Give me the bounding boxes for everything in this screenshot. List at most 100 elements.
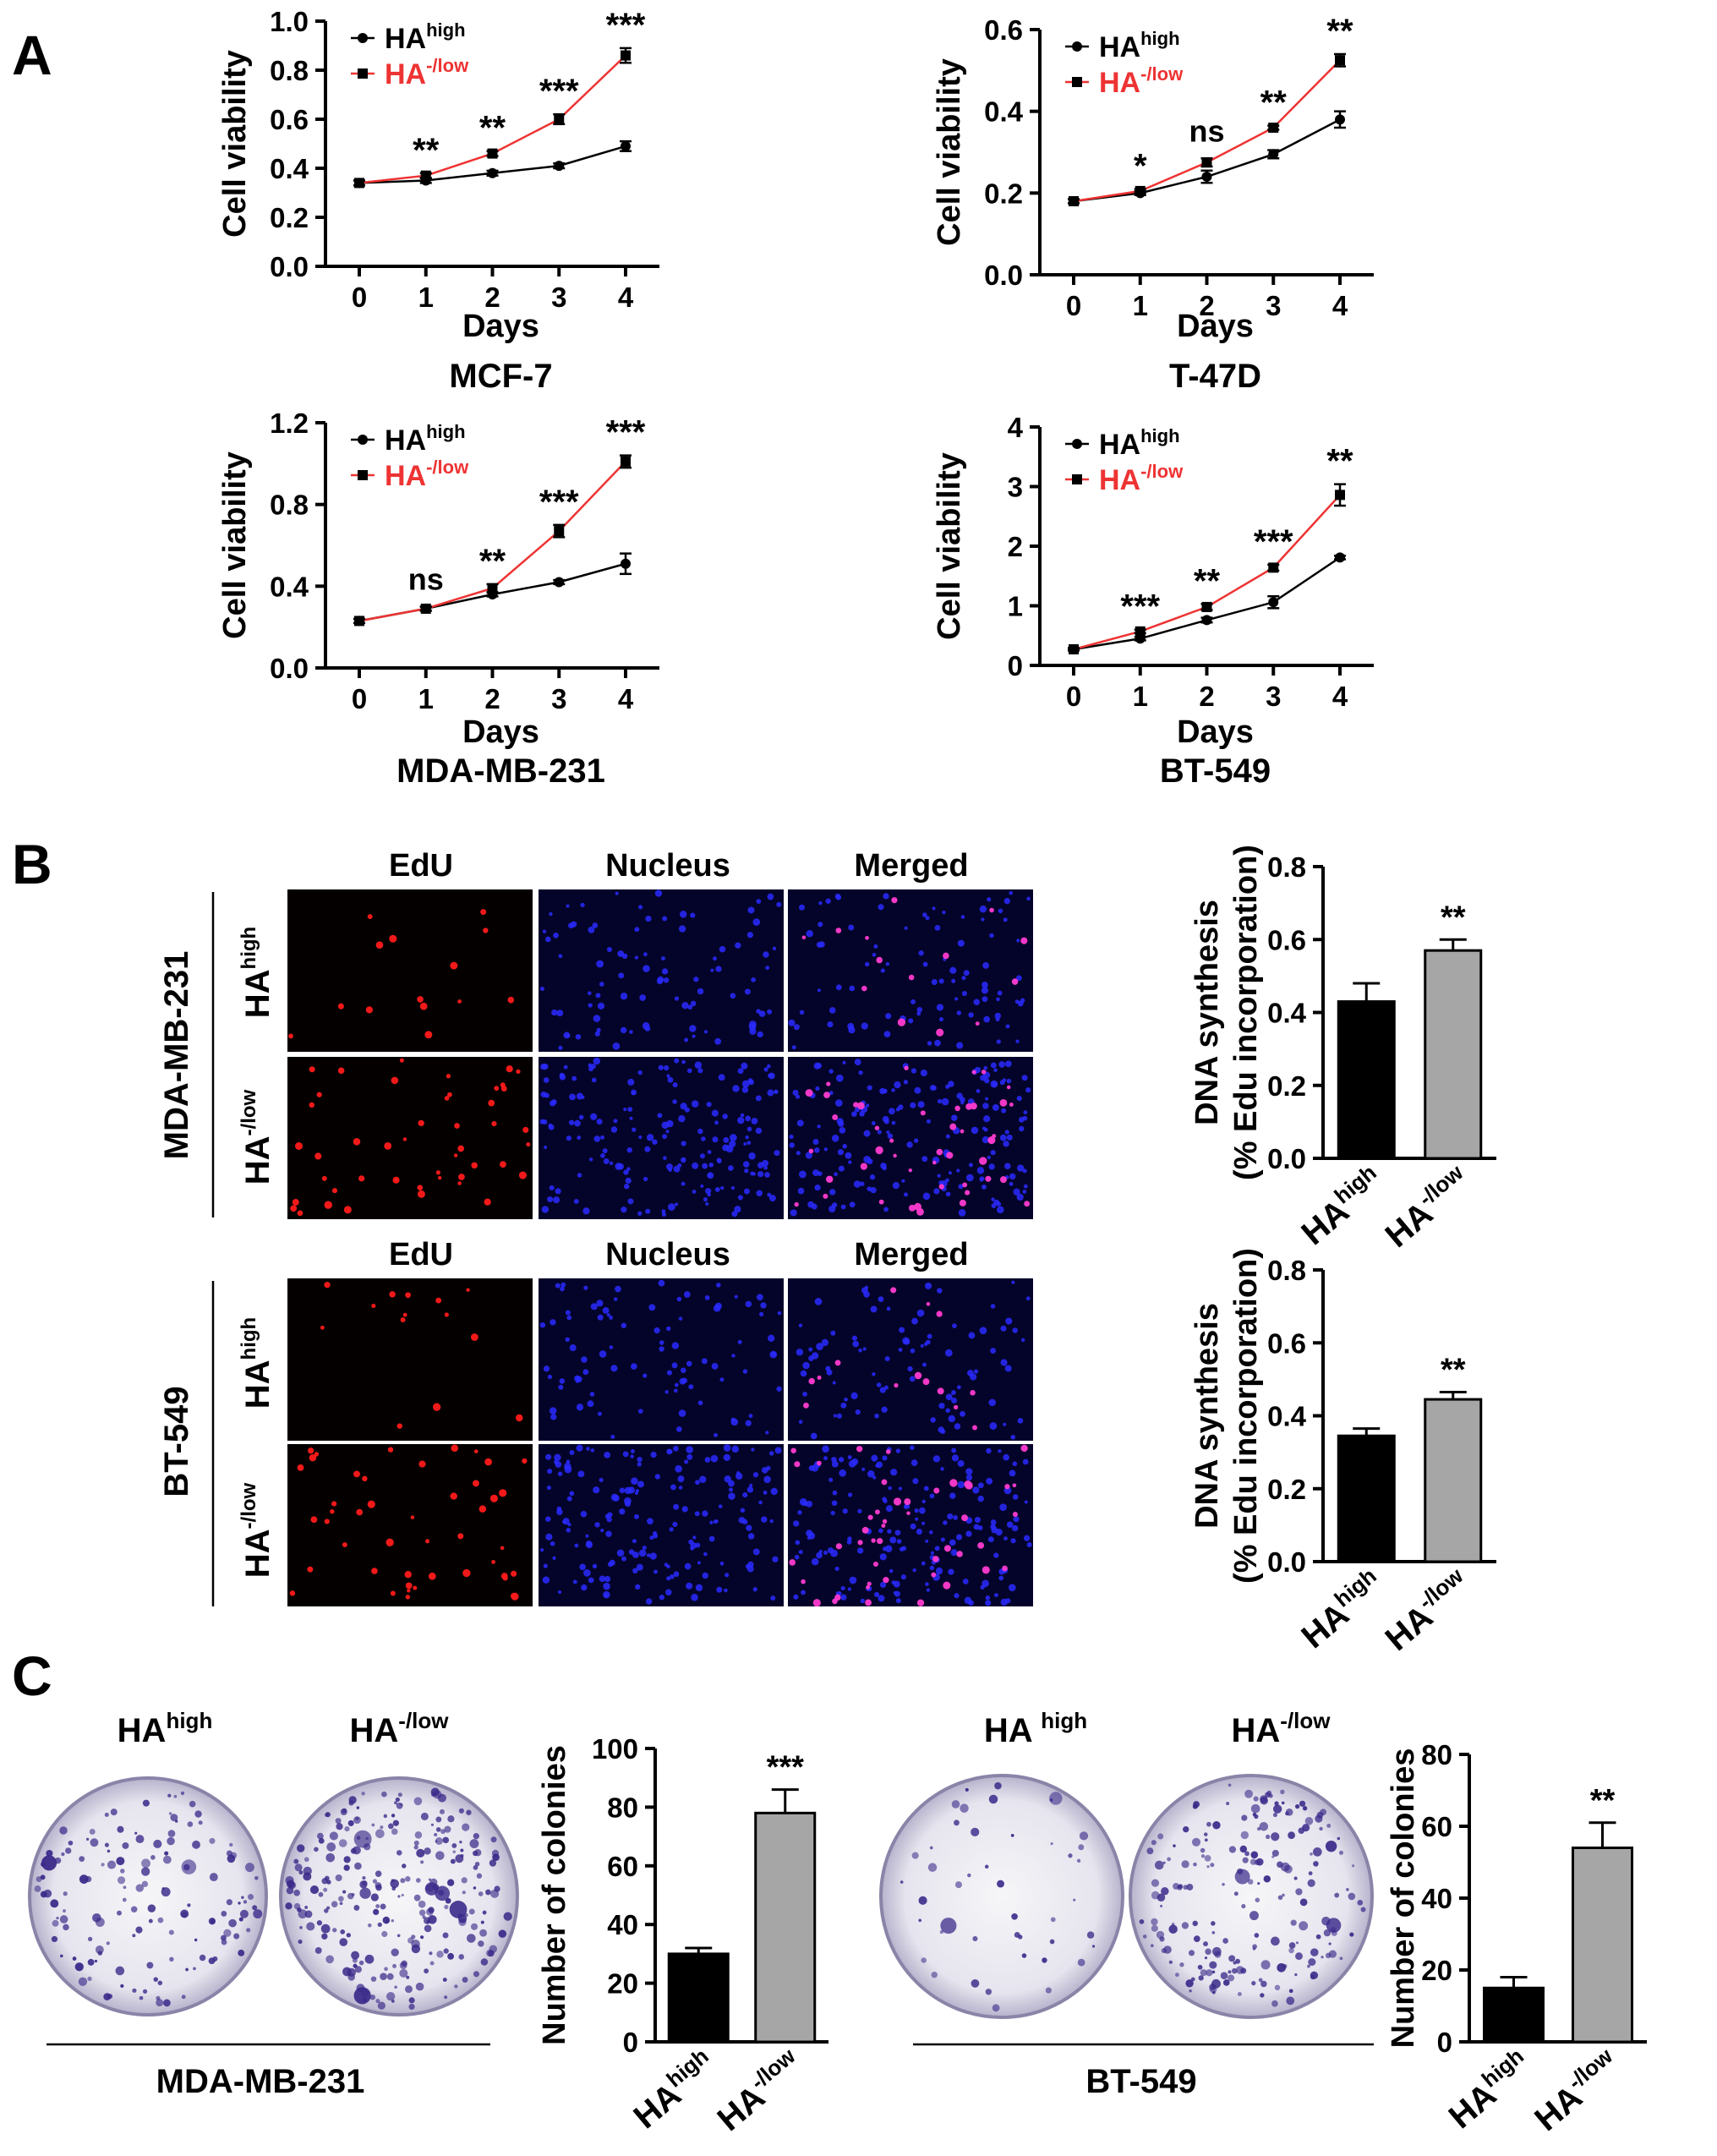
bar-high — [1337, 1000, 1396, 1160]
cell-line-label-mda: MDA-MB-231 — [158, 951, 195, 1160]
y-tick-label: 0.6 — [270, 104, 309, 135]
data-point-low — [1335, 490, 1345, 501]
y-tick-label: 0.8 — [270, 55, 309, 86]
y-tick-label: 40 — [1421, 1883, 1452, 1914]
y-tick-label: 0.0 — [1267, 1546, 1306, 1578]
line-chart-mda-mb-231: 0.0 0.4 0.8 1.2 0 1 2 3 4 Days Cell viability MDA-M… — [217, 408, 659, 790]
legend-marker-low — [1072, 77, 1082, 87]
micrograph-merged-high — [788, 1278, 1033, 1441]
col-label-edu-2: EdU — [389, 1237, 453, 1272]
legend-marker-low — [358, 470, 368, 480]
data-point-high — [1335, 552, 1345, 563]
dish-bt549-high — [879, 1774, 1124, 2019]
y-tick-label: 2 — [1008, 531, 1023, 562]
data-point-low — [1201, 601, 1212, 612]
data-point-low — [354, 178, 364, 189]
y-tick-label: 60 — [1421, 1811, 1452, 1842]
category-label: HAhigh — [1439, 2043, 1539, 2136]
x-tick-label: 2 — [484, 683, 500, 714]
micrograph-merged-high — [788, 889, 1033, 1052]
data-point-low — [1135, 626, 1146, 637]
y-tick-label: 0.2 — [1267, 1070, 1306, 1102]
significance-label: ** — [1260, 85, 1288, 122]
x-tick-label: 1 — [418, 282, 434, 313]
significance-label: *** — [1254, 523, 1293, 561]
y-axis-label: DNA synthesis — [1189, 1303, 1225, 1529]
micrograph-edu-high — [287, 1278, 533, 1441]
y-tick-label: 0.4 — [270, 571, 309, 602]
col-label-edu-1: EdU — [389, 848, 453, 884]
x-tick-label: 0 — [1066, 290, 1081, 321]
data-point-low — [554, 526, 565, 537]
category-label: HAhigh — [1292, 1159, 1392, 1252]
legend-label-high: HAhigh — [1099, 28, 1180, 63]
panel-letter-b: B — [12, 833, 52, 895]
bar-chart-edu-mda: 0.0 0.2 0.4 0.6 0.8 HAhigh ** HA-/low DNA synthe… — [1189, 845, 1496, 1255]
micrograph-merged-low — [788, 1444, 1033, 1607]
significance-label: *** — [1120, 588, 1160, 626]
x-tick-label: 0 — [1066, 681, 1081, 712]
dish-label-mda-high: HAhigh — [118, 1708, 213, 1749]
y-tick-label: 0.0 — [984, 260, 1023, 291]
y-tick-label: 0.6 — [1267, 1327, 1306, 1359]
significance-label: ** — [413, 132, 440, 169]
legend-label-low: HA-/low — [1099, 461, 1184, 496]
dish-label-mda-low: HA-/low — [350, 1708, 450, 1749]
x-tick-label: 1 — [1133, 290, 1148, 321]
y-axis-label: (% Edu incorporation) — [1228, 1248, 1264, 1584]
y-axis-label: Number of colonies — [537, 1745, 572, 2045]
col-label-merged-1: Merged — [854, 848, 968, 884]
y-tick-label: 0.0 — [1267, 1143, 1306, 1174]
bar-low — [1424, 1398, 1483, 1563]
col-label-nucleus-2: Nucleus — [605, 1237, 730, 1272]
y-tick-label: 0.8 — [270, 490, 309, 521]
legend-marker-high — [1072, 41, 1082, 52]
row-label-high-2: HAhigh — [238, 1317, 276, 1409]
y-tick-label: 1 — [1008, 591, 1023, 622]
significance-label: *** — [767, 1750, 805, 1786]
row-label-low-2: HA-/low — [238, 1482, 276, 1578]
dish-cell-line-bt549: BT-549 — [1085, 2063, 1196, 2100]
data-point-low — [621, 50, 631, 61]
significance-label: ** — [1441, 1352, 1466, 1387]
significance-label: *** — [606, 414, 646, 451]
significance-label: ** — [1441, 900, 1466, 935]
edu-micrographs: EdU Nucleus Merged EdU Nucleus Merged MD… — [158, 848, 1033, 1607]
data-point-high — [621, 140, 631, 151]
y-tick-label: 40 — [607, 1909, 638, 1940]
bar-chart-colonies-bt549: 0 20 40 60 80 HAhigh ** HA-/low Number of coloni… — [1386, 1739, 1647, 2138]
y-tick-label: 0.6 — [984, 14, 1023, 46]
row-label-low-1: HA-/low — [238, 1089, 276, 1185]
y-axis-label: DNA synthesis — [1189, 900, 1225, 1125]
panel-letter-a: A — [12, 24, 52, 86]
dish-cell-line-mda: MDA-MB-231 — [156, 2063, 365, 2100]
x-tick-label: 1 — [418, 683, 434, 714]
micrograph-nucleus-low — [539, 1444, 784, 1606]
panel-letter-c: C — [12, 1644, 52, 1707]
x-axis-label: Days — [1177, 714, 1254, 750]
data-point-low — [554, 114, 565, 124]
y-tick-label: 0.0 — [270, 251, 309, 282]
y-tick-label: 0.8 — [1267, 1255, 1306, 1286]
legend-marker-low — [1072, 474, 1082, 484]
data-point-low — [1069, 643, 1079, 654]
significance-label: * — [1134, 148, 1147, 185]
bar-chart-edu-bt549: 0.0 0.2 0.4 0.6 0.8 HAhigh ** HA-/low DNA synthe… — [1189, 1248, 1496, 1658]
data-point-low — [420, 170, 431, 181]
data-point-low — [1268, 123, 1279, 133]
data-point-high — [487, 167, 498, 178]
y-axis-label: Cell viability — [932, 58, 967, 246]
data-point-high — [1201, 615, 1212, 626]
x-tick-label: 4 — [618, 683, 634, 714]
micrograph-merged-low — [788, 1057, 1033, 1219]
dish-bt549-low — [1129, 1774, 1374, 2019]
x-tick-label: 3 — [1266, 681, 1281, 712]
significance-label: *** — [539, 73, 579, 110]
y-tick-label: 4 — [1008, 412, 1024, 443]
significance-label: *** — [539, 484, 579, 521]
y-tick-label: 0.0 — [270, 653, 309, 684]
legend-marker-high — [358, 33, 368, 43]
y-tick-label: 3 — [1008, 472, 1023, 503]
y-tick-label: 1.0 — [270, 6, 309, 37]
